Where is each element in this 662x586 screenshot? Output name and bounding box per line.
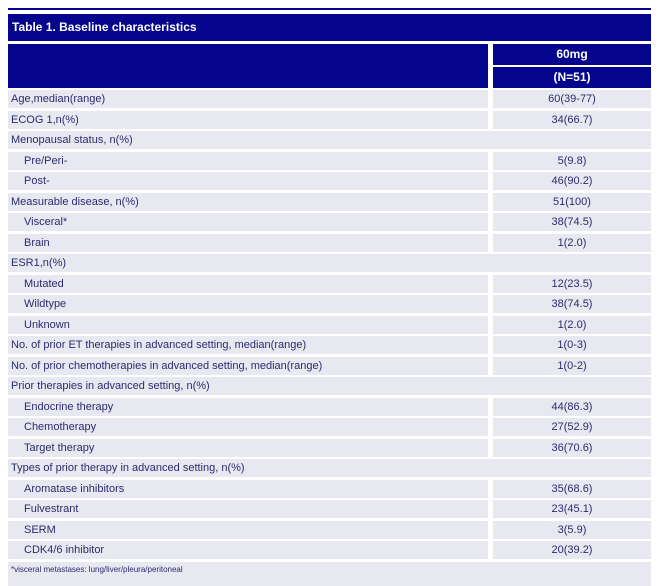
table-row: Age,median(range) 60(39-77) <box>8 90 651 108</box>
row-value: 51(100) <box>493 192 651 211</box>
row-label: Menopausal status, n(%) <box>8 131 651 149</box>
row-label: Unknown <box>8 315 488 334</box>
header-dose-column: 60mg (N=51) <box>493 44 651 88</box>
section-header-row: ESR1,n(%) <box>8 254 651 272</box>
row-value: 46(90.2) <box>493 172 651 190</box>
row-label: Pre/Peri- <box>8 151 488 170</box>
baseline-characteristics-table: Table 1. Baseline characteristics 60mg (… <box>8 8 651 586</box>
table-row: Target therapy 36(70.6) <box>8 438 651 457</box>
row-label: No. of prior chemotherapies in advanced … <box>8 356 488 375</box>
table-row: Measurable disease, n(%) 51(100) <box>8 192 651 211</box>
row-label: Mutated <box>8 274 488 293</box>
row-label: Types of prior therapy in advanced setti… <box>8 459 651 477</box>
row-value: 60(39-77) <box>493 90 651 108</box>
row-label: Endocrine therapy <box>8 397 488 416</box>
row-label: Visceral* <box>8 213 488 231</box>
row-label: Chemotherapy <box>8 418 488 436</box>
table-footnote: *visceral metastases: lung/liver/pleura/… <box>8 561 651 586</box>
table-row: No. of prior ET therapies in advanced se… <box>8 336 651 354</box>
table-row: Wildtype 38(74.5) <box>8 295 651 313</box>
row-label: Post- <box>8 172 488 190</box>
table-row: Aromatase inhibitors 35(68.6) <box>8 479 651 498</box>
row-value: 34(66.7) <box>493 110 651 129</box>
row-label: No. of prior ET therapies in advanced se… <box>8 336 488 354</box>
table-row: Post- 46(90.2) <box>8 172 651 190</box>
table-row: Visceral* 38(74.5) <box>8 213 651 231</box>
row-label: ECOG 1,n(%) <box>8 110 488 129</box>
table-row: CDK4/6 inhibitor 20(39.2) <box>8 541 651 559</box>
row-label: Fulvestrant <box>8 500 488 518</box>
header-dose-cell: 60mg <box>493 44 651 65</box>
row-label: Wildtype <box>8 295 488 313</box>
row-value: 3(5.9) <box>493 520 651 539</box>
table-row: Brain 1(2.0) <box>8 233 651 252</box>
row-label: Measurable disease, n(%) <box>8 192 488 211</box>
row-value: 1(2.0) <box>493 233 651 252</box>
row-value: 1(0-3) <box>493 336 651 354</box>
row-value: 5(9.8) <box>493 151 651 170</box>
table-row: No. of prior chemotherapies in advanced … <box>8 356 651 375</box>
row-value: 44(86.3) <box>493 397 651 416</box>
row-value: 1(0-2) <box>493 356 651 375</box>
table-row: Pre/Peri- 5(9.8) <box>8 151 651 170</box>
row-value: 1(2.0) <box>493 315 651 334</box>
row-value: 20(39.2) <box>493 541 651 559</box>
section-header-row: Types of prior therapy in advanced setti… <box>8 459 651 477</box>
section-header-row: Prior therapies in advanced setting, n(%… <box>8 377 651 395</box>
row-label: Brain <box>8 233 488 252</box>
row-label: Target therapy <box>8 438 488 457</box>
row-label: Prior therapies in advanced setting, n(%… <box>8 377 651 395</box>
table-row: SERM 3(5.9) <box>8 520 651 539</box>
row-label: Aromatase inhibitors <box>8 479 488 498</box>
row-label: ESR1,n(%) <box>8 254 651 272</box>
row-value: 38(74.5) <box>493 295 651 313</box>
row-label: SERM <box>8 520 488 539</box>
top-rule-divider <box>8 8 651 10</box>
table-row: Mutated 12(23.5) <box>8 274 651 293</box>
table-body: Age,median(range) 60(39-77) ECOG 1,n(%) 34(… <box>8 90 651 559</box>
row-value: 12(23.5) <box>493 274 651 293</box>
row-value: 38(74.5) <box>493 213 651 231</box>
row-label: CDK4/6 inhibitor <box>8 541 488 559</box>
header-n-cell: (N=51) <box>493 67 651 88</box>
section-header-row: Menopausal status, n(%) <box>8 131 651 149</box>
header-spacer-cell <box>8 44 488 88</box>
row-value: 36(70.6) <box>493 438 651 457</box>
table-row: ECOG 1,n(%) 34(66.7) <box>8 110 651 129</box>
table-title: Table 1. Baseline characteristics <box>8 14 651 41</box>
table-row: Chemotherapy 27(52.9) <box>8 418 651 436</box>
row-label: Age,median(range) <box>8 90 488 108</box>
row-value: 23(45.1) <box>493 500 651 518</box>
table-row: Fulvestrant 23(45.1) <box>8 500 651 518</box>
table-row: Endocrine therapy 44(86.3) <box>8 397 651 416</box>
row-value: 27(52.9) <box>493 418 651 436</box>
table-row: Unknown 1(2.0) <box>8 315 651 334</box>
table-header: 60mg (N=51) <box>8 44 651 88</box>
row-value: 35(68.6) <box>493 479 651 498</box>
